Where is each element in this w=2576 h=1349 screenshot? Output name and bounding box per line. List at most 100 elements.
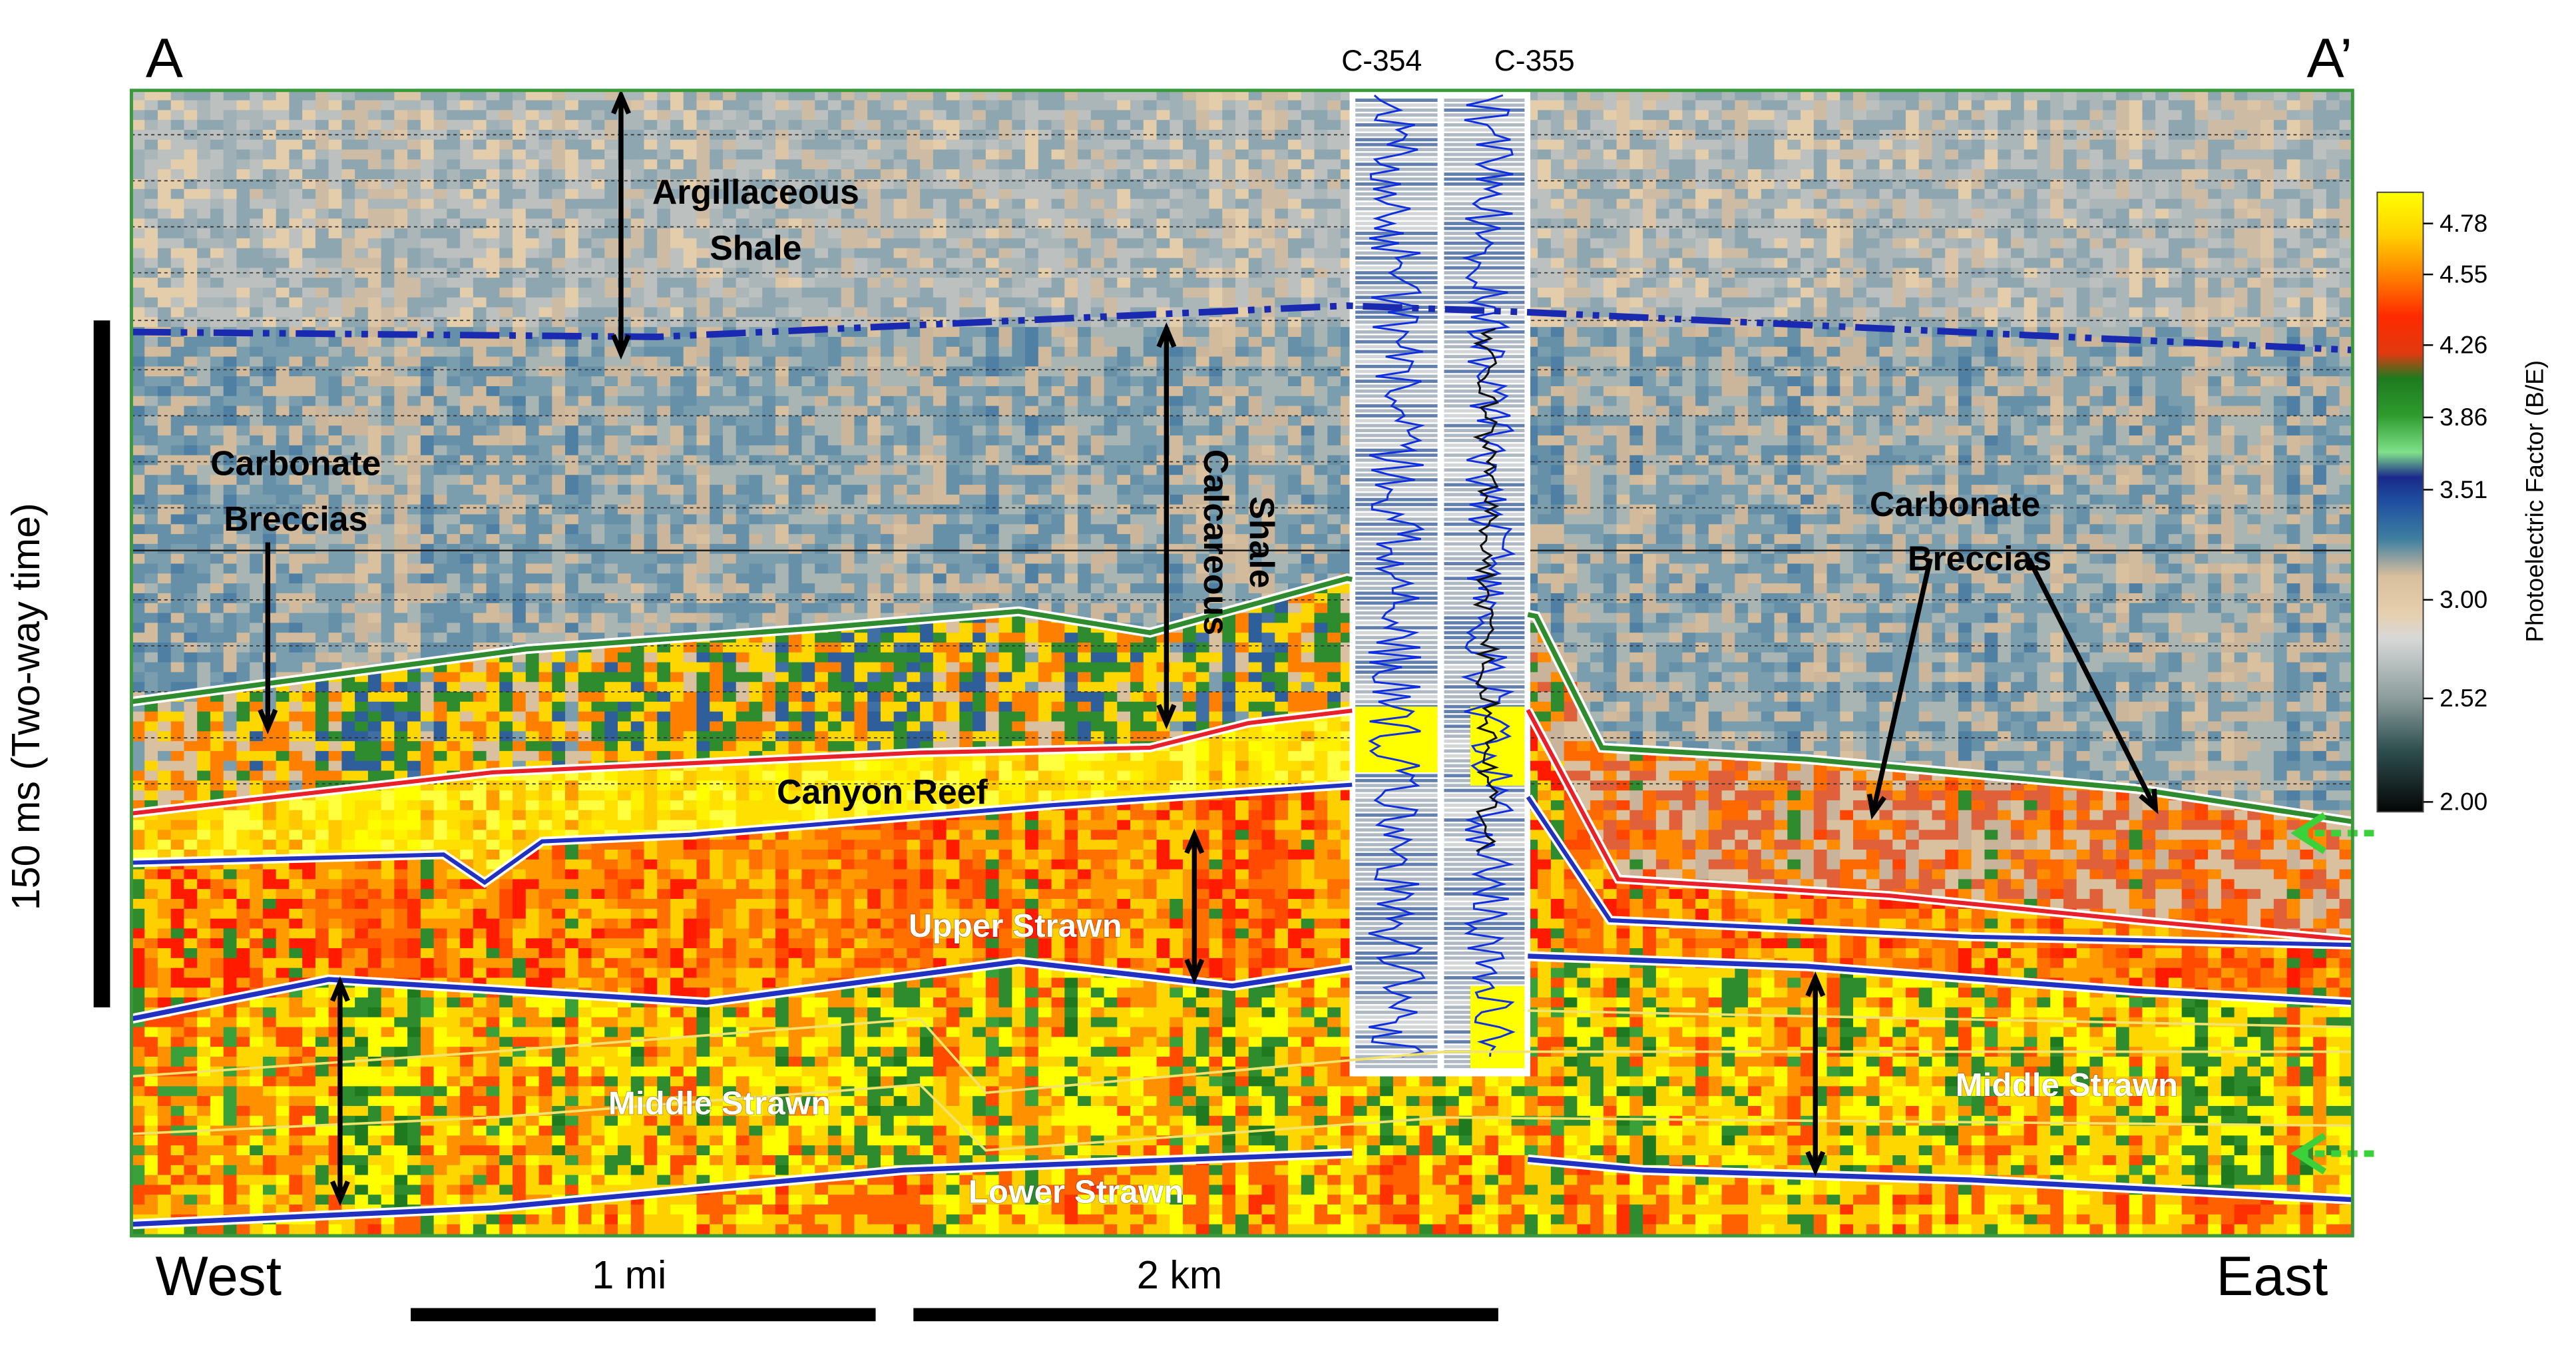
- pixel: [184, 653, 197, 663]
- pixel: [210, 977, 224, 988]
- pixel: [381, 564, 395, 575]
- pixel: [289, 140, 302, 150]
- pixel: [670, 860, 684, 870]
- pixel: [604, 850, 618, 860]
- pixel: [421, 1007, 434, 1018]
- pixel: [565, 505, 578, 515]
- pixel: [236, 347, 250, 358]
- pixel: [539, 169, 552, 180]
- pixel: [499, 928, 513, 939]
- pixel: [171, 1037, 184, 1047]
- pixel: [341, 366, 355, 377]
- pixel: [631, 425, 644, 436]
- pixel: [407, 751, 421, 762]
- pixel: [302, 298, 316, 308]
- pixel: [302, 258, 316, 268]
- pixel: [210, 1155, 224, 1166]
- pixel: [578, 435, 592, 446]
- pixel: [407, 495, 421, 505]
- pixel: [302, 1047, 316, 1057]
- pixel: [578, 248, 592, 259]
- pixel: [131, 1205, 144, 1215]
- pixel: [236, 248, 250, 259]
- pixel: [644, 879, 658, 890]
- pixel: [276, 919, 290, 930]
- pixel: [578, 1224, 592, 1235]
- pixel: [513, 218, 526, 229]
- pixel: [539, 919, 552, 930]
- pixel: [144, 554, 158, 565]
- pixel: [592, 1027, 605, 1038]
- pixel: [407, 613, 421, 624]
- pixel: [316, 997, 329, 1008]
- pixel: [210, 1106, 224, 1117]
- pixel: [407, 485, 421, 495]
- pixel: [565, 810, 578, 821]
- pixel: [670, 110, 684, 121]
- pixel: [407, 544, 421, 555]
- pixel: [513, 1037, 526, 1047]
- pixel: [565, 820, 578, 831]
- pixel: [316, 228, 329, 239]
- pixel: [460, 712, 473, 722]
- pixel: [236, 731, 250, 742]
- pixel: [526, 1096, 539, 1107]
- pixel: [618, 1175, 631, 1186]
- pixel: [526, 218, 539, 229]
- pixel: [394, 337, 407, 348]
- pixel: [578, 810, 592, 821]
- pixel: [421, 1165, 434, 1176]
- pixel: [210, 938, 224, 949]
- pixel: [184, 712, 197, 722]
- pixel: [289, 317, 302, 328]
- pixel: [473, 298, 487, 308]
- pixel: [657, 298, 670, 308]
- pixel: [224, 1224, 237, 1235]
- pixel: [210, 830, 224, 840]
- pixel: [434, 741, 447, 752]
- pixel: [341, 485, 355, 495]
- pixel: [684, 435, 697, 446]
- pixel: [263, 1116, 276, 1127]
- pixel: [460, 455, 473, 466]
- pixel: [197, 278, 210, 288]
- pixel: [158, 396, 171, 407]
- pixel: [552, 376, 565, 387]
- pixel: [592, 189, 605, 200]
- pixel: [644, 278, 658, 288]
- pixel: [131, 643, 144, 653]
- pixel: [684, 879, 697, 890]
- pixel: [210, 721, 224, 732]
- pixel: [487, 1126, 500, 1137]
- pixel: [473, 1017, 487, 1028]
- pixel: [421, 1067, 434, 1077]
- pixel: [197, 653, 210, 663]
- pixel: [171, 218, 184, 229]
- pixel: [684, 790, 697, 801]
- pixel: [355, 1007, 368, 1018]
- pixel: [355, 800, 368, 811]
- pixel: [657, 1067, 670, 1077]
- pixel: [276, 1027, 290, 1038]
- pixel: [316, 741, 329, 752]
- pixel: [657, 376, 670, 387]
- pixel: [144, 1155, 158, 1166]
- pixel: [447, 1126, 460, 1137]
- pixel: [171, 495, 184, 505]
- pixel: [158, 278, 171, 288]
- pixel: [434, 938, 447, 949]
- pixel: [592, 958, 605, 969]
- pixel: [184, 1175, 197, 1186]
- pixel: [381, 406, 395, 417]
- pixel: [631, 721, 644, 732]
- pixel: [224, 1145, 237, 1156]
- pixel: [434, 1017, 447, 1028]
- pixel: [341, 899, 355, 910]
- pixel: [394, 712, 407, 722]
- pixel: [316, 958, 329, 969]
- pixel: [487, 415, 500, 426]
- pixel: [487, 780, 500, 791]
- pixel: [421, 889, 434, 900]
- pixel: [341, 879, 355, 890]
- pixel: [447, 1145, 460, 1156]
